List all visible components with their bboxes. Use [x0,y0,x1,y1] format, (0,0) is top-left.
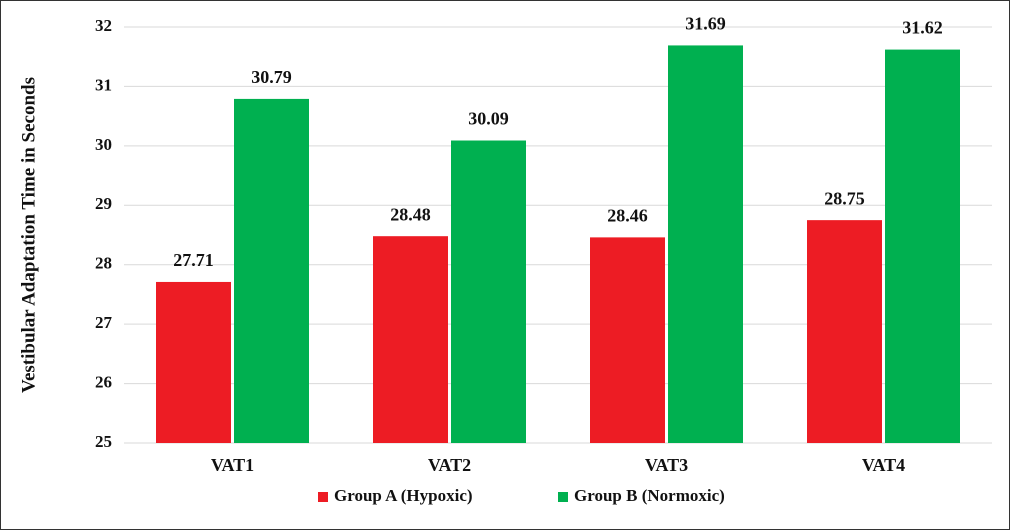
y-tick-label: 27 [95,313,113,332]
x-tick-label: VAT4 [862,455,905,475]
bar [590,237,665,443]
x-tick-label: VAT3 [645,455,688,475]
value-label: 28.48 [390,204,431,224]
bar [885,49,960,443]
legend-label: Group B (Normoxic) [574,486,725,505]
y-tick-label: 29 [95,194,112,213]
y-tick-label: 31 [95,75,112,94]
bar [668,45,743,444]
value-label: 28.75 [824,188,865,208]
value-label: 31.69 [685,14,726,34]
value-label: 30.79 [251,67,292,87]
bar [373,236,448,443]
y-tick-label: 32 [95,16,112,35]
y-tick-label: 30 [95,135,112,154]
y-tick-label: 28 [95,254,112,273]
legend-swatch [558,492,568,502]
value-label: 30.09 [468,109,509,129]
x-tick-label: VAT2 [428,455,471,475]
y-axis-label: Vestibular Adaptation Time in Seconds [18,77,39,393]
value-label: 27.71 [173,250,214,270]
x-tick-label: VAT1 [211,455,254,475]
y-tick-label: 25 [95,432,112,451]
value-label: 28.46 [607,206,648,226]
y-tick-label: 26 [95,372,112,391]
legend-swatch [318,492,328,502]
legend-label: Group A (Hypoxic) [334,486,473,505]
bar [156,281,231,443]
bar [234,98,309,443]
bar [807,220,882,443]
value-label: 31.62 [902,18,943,38]
bar [451,140,526,443]
